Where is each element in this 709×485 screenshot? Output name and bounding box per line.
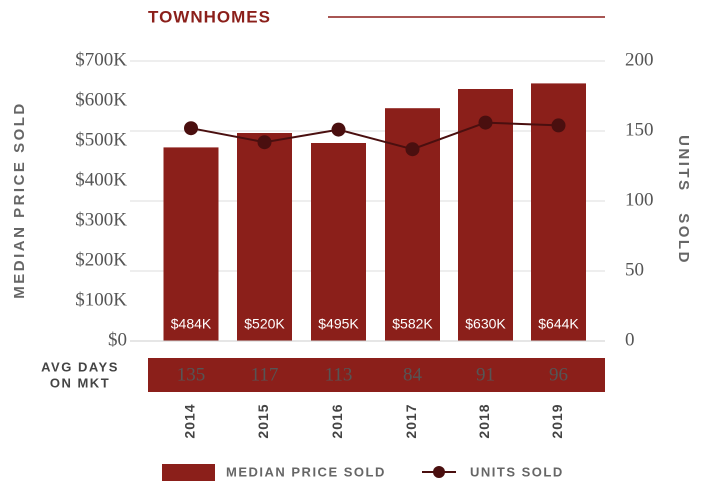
y-tick-label: $200K — [75, 249, 127, 270]
days-label: ON MKT — [50, 375, 110, 390]
bar-value-label: $582K — [392, 316, 433, 332]
y-tick-label: $600K — [75, 89, 127, 110]
bar-value-label: $644K — [538, 316, 579, 332]
bar-value-label: $630K — [465, 316, 506, 332]
line — [190, 121, 559, 151]
x-tick-label: 2015 — [255, 403, 271, 438]
days-value: 113 — [325, 364, 353, 385]
legend-swatch — [162, 464, 215, 481]
y-tick-label: $300K — [75, 209, 127, 230]
line-marker — [257, 135, 272, 150]
y2-axis-title: UNITS SOLD — [675, 135, 692, 265]
line-marker — [551, 118, 566, 133]
days-value: 91 — [476, 364, 495, 385]
y-tick-label: $100K — [75, 289, 127, 310]
days-value: 96 — [549, 364, 568, 385]
bar-value-label: $520K — [244, 316, 285, 332]
days-band — [148, 358, 605, 392]
x-tick-label: 2017 — [403, 403, 419, 438]
line-marker — [184, 121, 198, 136]
bar-value-label: $484K — [171, 316, 212, 332]
chart-title: TOWNHOMES — [148, 7, 271, 26]
y-tick-label: $700K — [75, 49, 127, 70]
y2-tick-label: 200 — [625, 49, 654, 70]
y-axis-title: MEDIAN PRICE SOLD — [11, 101, 28, 299]
legend-label: UNITS SOLD — [470, 464, 564, 479]
y2-tick-label: 0 — [625, 329, 635, 350]
y2-tick-label: 50 — [625, 259, 644, 280]
days-value: 84 — [403, 364, 423, 385]
x-tick-label: 2016 — [329, 403, 345, 438]
bar-value-label: $495K — [318, 316, 359, 332]
line-marker — [331, 122, 346, 137]
y2-tick-label: 150 — [625, 119, 654, 140]
days-value: 135 — [177, 364, 206, 385]
bar — [311, 143, 366, 341]
y-tick-label: $400K — [75, 169, 127, 190]
y2-tick-label: 100 — [625, 189, 654, 210]
days-label: AVG DAYS — [41, 359, 119, 374]
days-value: 117 — [251, 364, 279, 385]
x-tick-label: 2018 — [476, 403, 492, 438]
x-tick-label: 2014 — [182, 403, 198, 438]
legend-swatch — [433, 466, 445, 478]
x-tick-label: 2019 — [549, 403, 565, 438]
y-tick-label: $0 — [108, 329, 127, 350]
bar — [458, 89, 513, 341]
line-marker — [478, 115, 493, 130]
line-marker — [405, 142, 420, 157]
legend-label: MEDIAN PRICE SOLD — [226, 464, 386, 479]
y-tick-label: $500K — [75, 129, 127, 150]
bar — [237, 133, 292, 341]
bar — [163, 147, 219, 341]
